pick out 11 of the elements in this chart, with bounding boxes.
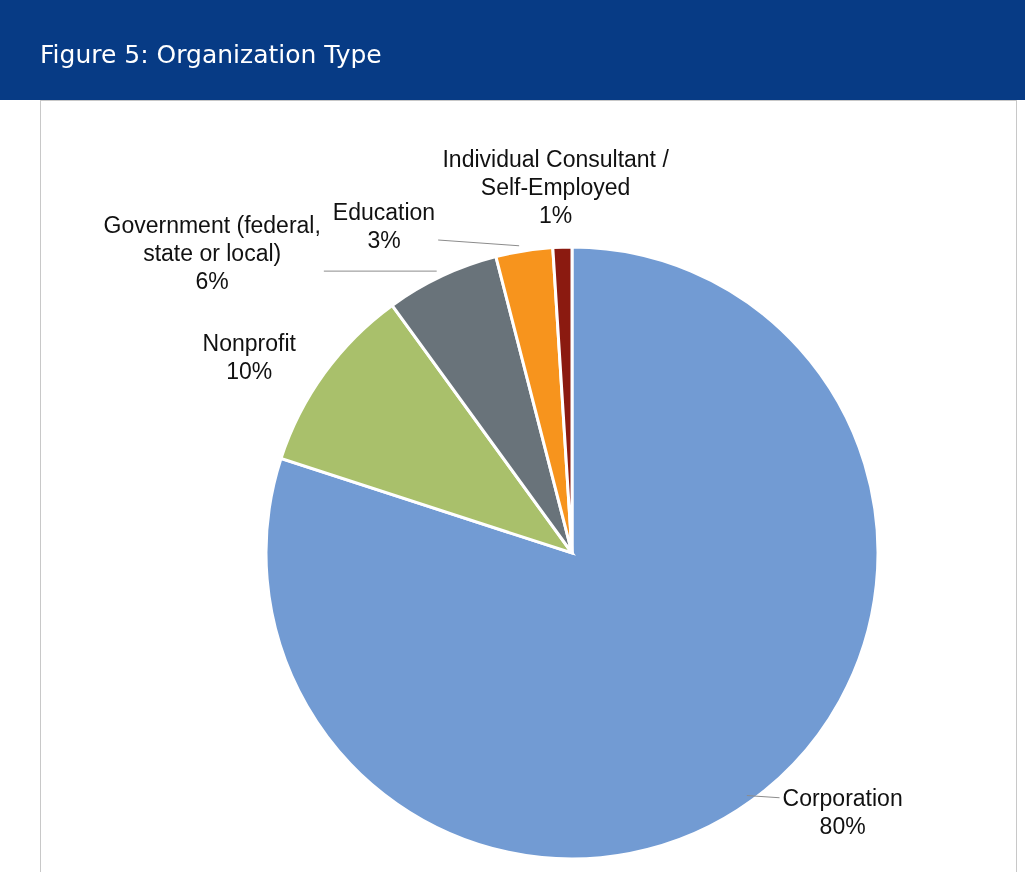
- slice-label: Individual Consultant / Self-Employed: [442, 145, 670, 200]
- data-label: 10%: [226, 357, 273, 384]
- slice-label: Government (federal, state or local): [103, 212, 321, 267]
- data-label: 6%: [195, 268, 229, 295]
- data-label: 1%: [539, 201, 573, 228]
- data-label: 3%: [367, 227, 401, 254]
- chart-title: Figure 5: Organization Type: [40, 40, 382, 69]
- slice-label: Nonprofit: [202, 329, 297, 356]
- slice-label: Education: [332, 199, 436, 226]
- slice-label: Corporation: [782, 785, 903, 812]
- data-label: 80%: [819, 813, 866, 840]
